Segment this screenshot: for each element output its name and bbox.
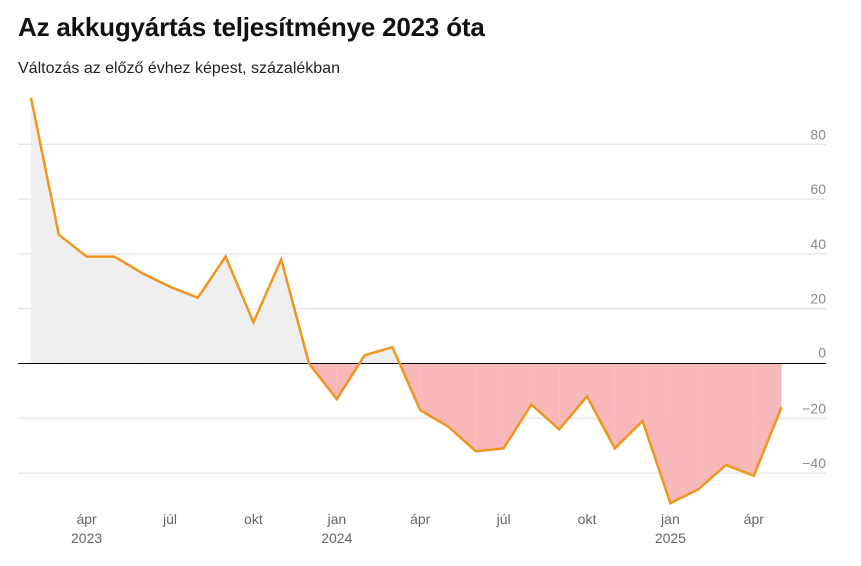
- x-tick-year-label: 2023: [71, 530, 102, 546]
- y-tick-label: 20: [810, 291, 826, 307]
- positive-area-fill: [142, 273, 170, 364]
- negative-area-fill: [670, 363, 699, 504]
- x-tick-label: okt: [244, 511, 263, 527]
- x-tick-label: jan: [660, 511, 680, 527]
- y-tick-label: 40: [810, 236, 826, 252]
- negative-area-fill: [698, 363, 726, 490]
- negative-area-fill: [420, 363, 448, 427]
- x-tick-label: okt: [578, 511, 597, 527]
- y-tick-label: 0: [818, 345, 826, 361]
- y-tick-label: −20: [802, 400, 826, 416]
- positive-area-fill: [197, 256, 226, 364]
- x-axis-ticks: ápr 2023 júl okt jan 2024 ápr júl okt jan 2025 ápr: [71, 511, 764, 546]
- negative-area-fill: [448, 363, 476, 452]
- x-tick-label: jan: [326, 511, 346, 527]
- positive-area-fill: [364, 347, 393, 364]
- area-fills: [31, 97, 782, 504]
- x-tick-label: júl: [496, 511, 511, 527]
- x-tick-year-label: 2025: [655, 530, 686, 546]
- gridlines: [18, 143, 826, 474]
- positive-area-fill: [31, 97, 59, 364]
- negative-area-fill: [475, 363, 504, 452]
- x-tick-label: júl: [162, 511, 177, 527]
- y-tick-label: 80: [810, 126, 826, 142]
- positive-area-fill: [170, 286, 198, 364]
- negative-area-fill: [531, 363, 560, 430]
- x-tick-label: ápr: [76, 511, 97, 527]
- negative-area-fill: [642, 363, 671, 504]
- negative-area-fill: [726, 363, 754, 476]
- series-line: [29, 97, 783, 505]
- x-tick-label: ápr: [744, 511, 765, 527]
- x-tick-label: ápr: [410, 511, 431, 527]
- y-axis-ticks: 80 60 40 20 0 −20 −40: [802, 126, 826, 471]
- positive-area-fill: [253, 259, 282, 364]
- series-line-group: [29, 97, 783, 505]
- chart-title: Az akkugyártás teljesítménye 2023 óta: [18, 12, 485, 42]
- negative-area-fill: [587, 363, 615, 449]
- negative-area-fill: [559, 363, 587, 430]
- y-tick-label: 60: [810, 181, 826, 197]
- y-tick-label: −40: [802, 455, 826, 471]
- negative-area-fill: [753, 363, 782, 476]
- positive-area-fill: [225, 256, 254, 364]
- positive-area-fill: [86, 256, 115, 364]
- negative-area-fill: [503, 363, 532, 449]
- positive-area-fill: [114, 256, 143, 364]
- x-tick-year-label: 2024: [321, 530, 352, 546]
- positive-area-fill: [58, 234, 87, 364]
- chart-subtitle: Változás az előző évhez képest, százalék…: [18, 60, 340, 77]
